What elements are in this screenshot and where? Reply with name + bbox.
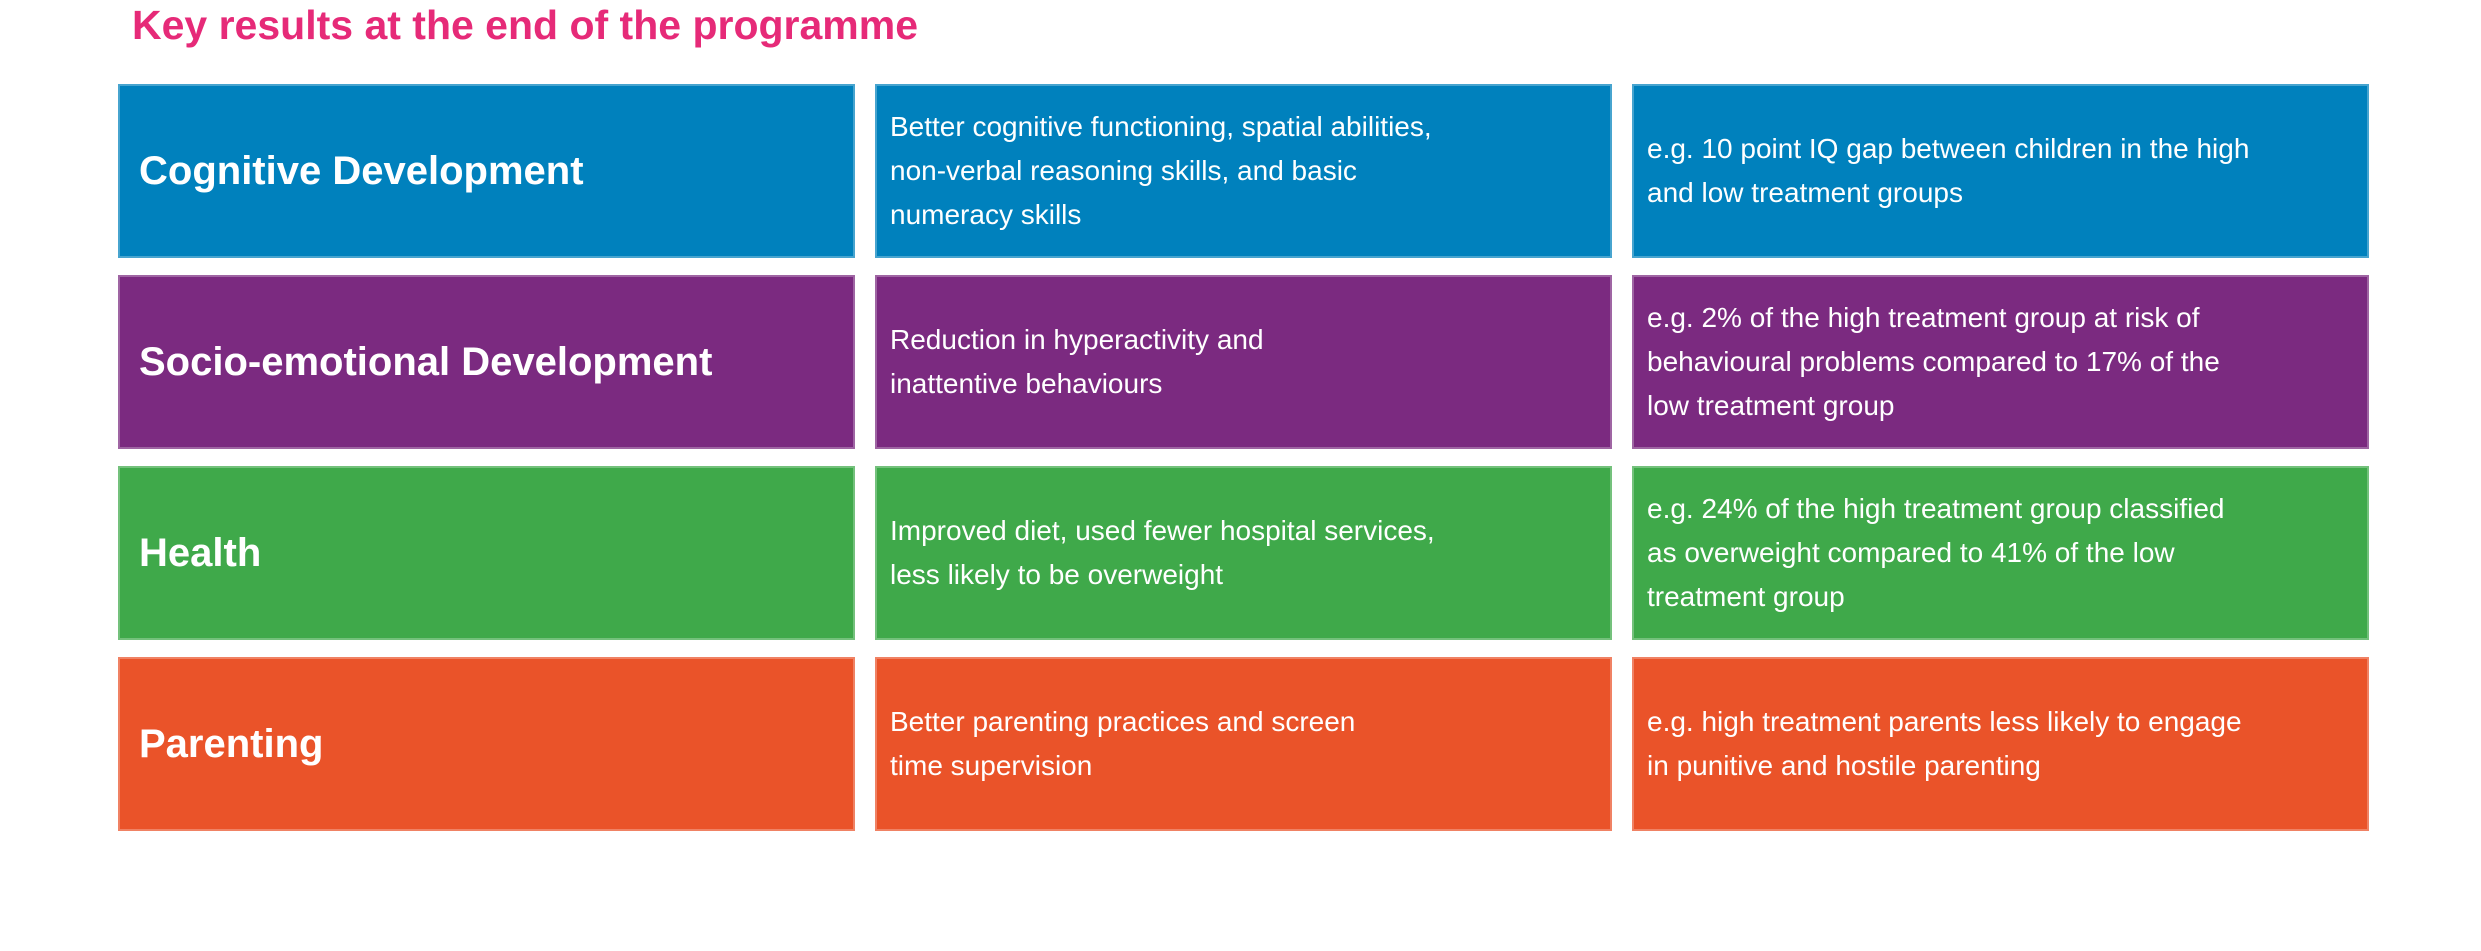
example-cell-socio-emotional-development: e.g. 2% of the high treatment group at r… [1632, 275, 2369, 449]
finding-cell-socio-emotional-development: Reduction in hyperactivity and inattenti… [875, 275, 1612, 449]
page-title: Key results at the end of the programme [132, 2, 919, 48]
example-text: e.g. 10 point IQ gap between children in… [1647, 133, 2250, 208]
finding-cell-health: Improved diet, used fewer hospital servi… [875, 466, 1612, 640]
finding-cell-parenting: Better parenting practices and screen ti… [875, 657, 1612, 831]
example-text: e.g. high treatment parents less likely … [1647, 706, 2242, 781]
finding-cell-cognitive-development: Better cognitive functioning, spatial ab… [875, 84, 1612, 258]
finding-text: Improved diet, used fewer hospital servi… [890, 515, 1435, 590]
category-label: Socio-emotional Development [139, 339, 713, 384]
category-cell-socio-emotional-development: Socio-emotional Development [118, 275, 855, 449]
category-label: Cognitive Development [139, 148, 584, 193]
category-label: Parenting [139, 721, 324, 766]
category-label: Health [139, 530, 262, 575]
example-cell-health: e.g. 24% of the high treatment group cla… [1632, 466, 2369, 640]
results-table: Cognitive Development Better cognitive f… [118, 84, 2369, 831]
finding-text: Better parenting practices and screen ti… [890, 706, 1356, 781]
category-cell-health: Health [118, 466, 855, 640]
example-text: e.g. 2% of the high treatment group at r… [1647, 302, 2220, 421]
example-text: e.g. 24% of the high treatment group cla… [1647, 493, 2225, 612]
finding-text: Reduction in hyperactivity and inattenti… [890, 324, 1264, 399]
example-cell-cognitive-development: e.g. 10 point IQ gap between children in… [1632, 84, 2369, 258]
category-cell-cognitive-development: Cognitive Development [118, 84, 855, 258]
finding-text: Better cognitive functioning, spatial ab… [890, 111, 1432, 230]
category-cell-parenting: Parenting [118, 657, 855, 831]
example-cell-parenting: e.g. high treatment parents less likely … [1632, 657, 2369, 831]
